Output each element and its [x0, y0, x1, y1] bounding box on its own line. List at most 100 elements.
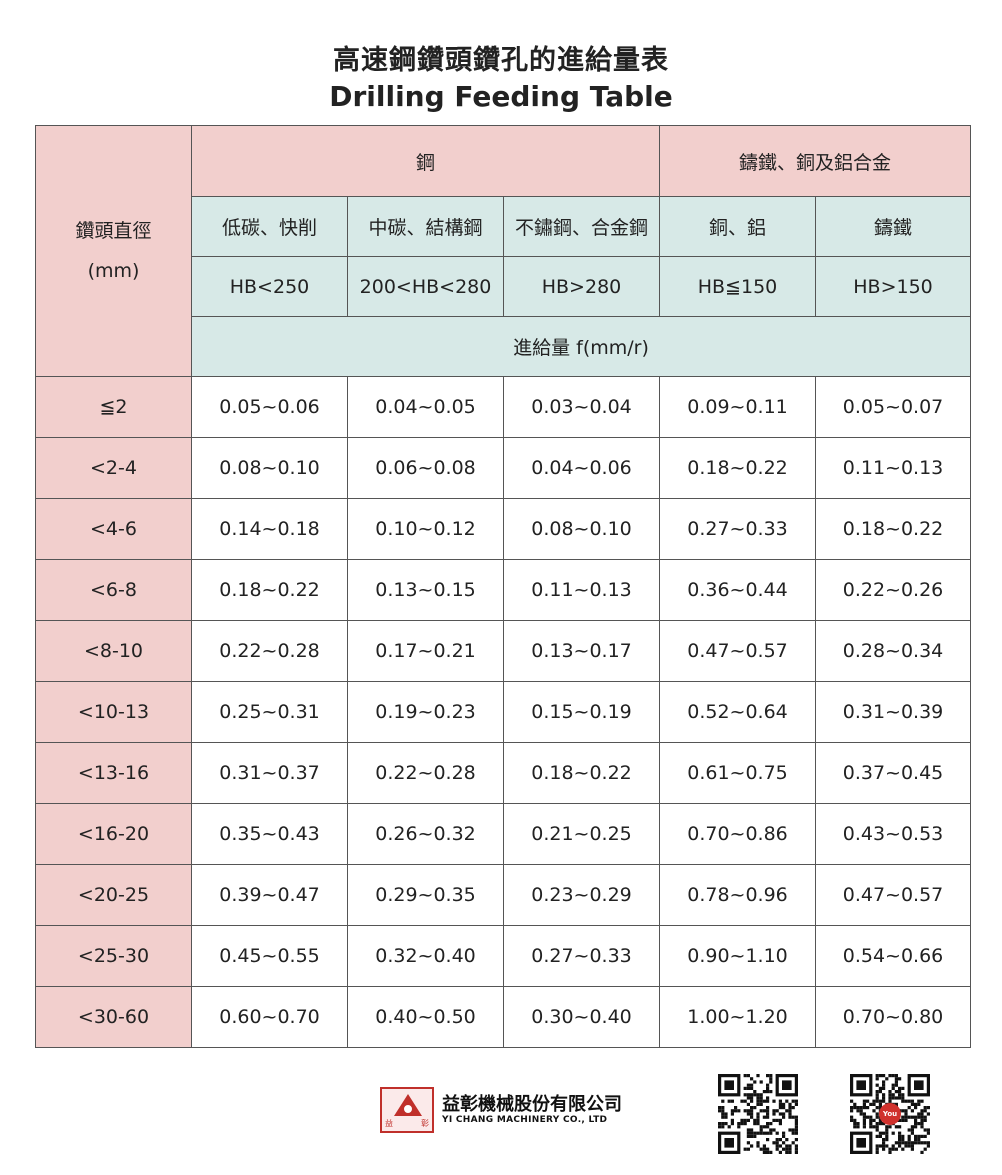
- logo-char-left: 益: [385, 1119, 393, 1128]
- feed-value-cell: 0.04~0.05: [347, 376, 504, 438]
- diameter-cell: <4-6: [35, 498, 192, 560]
- material-header: 銅、鋁: [659, 196, 816, 257]
- feed-value-cell: 0.23~0.29: [503, 864, 660, 926]
- diameter-cell: ≦2: [35, 376, 192, 438]
- group-header-steel: 鋼: [191, 125, 660, 197]
- feed-value-cell: 0.05~0.06: [191, 376, 348, 438]
- feed-value-cell: 0.15~0.19: [503, 681, 660, 743]
- feed-value-cell: 0.25~0.31: [191, 681, 348, 743]
- feed-value-cell: 0.27~0.33: [659, 498, 816, 560]
- diameter-cell: <13-16: [35, 742, 192, 804]
- table-body: ≦2 0.05~0.06 0.04~0.05 0.03~0.04 0.09~0.11 0.…: [35, 376, 972, 1048]
- feed-value-cell: 0.61~0.75: [659, 742, 816, 804]
- feed-value-cell: 0.22~0.28: [191, 620, 348, 682]
- feed-value-cell: 0.14~0.18: [191, 498, 348, 560]
- feed-value-cell: 0.19~0.23: [347, 681, 504, 743]
- table-row: <6-8 0.18~0.22 0.13~0.15 0.11~0.13 0.36~0.44…: [35, 559, 972, 621]
- feed-value-cell: 0.39~0.47: [191, 864, 348, 926]
- feed-value-cell: 0.18~0.22: [503, 742, 660, 804]
- material-header: 中碳、結構鋼: [347, 196, 504, 257]
- page-title-cn: 高速鋼鑽頭鑽孔的進給量表: [333, 45, 669, 76]
- logo-char-right: 彰: [421, 1119, 429, 1128]
- youtube-qr-icon[interactable]: You: [850, 1074, 930, 1154]
- feed-value-cell: 0.04~0.06: [503, 437, 660, 499]
- feed-value-cell: 0.52~0.64: [659, 681, 816, 743]
- table-row: <4-6 0.14~0.18 0.10~0.12 0.08~0.10 0.27~0.33…: [35, 498, 972, 560]
- table-row: <16-20 0.35~0.43 0.26~0.32 0.21~0.25 0.70~0.…: [35, 803, 972, 865]
- feed-value-cell: 0.43~0.53: [814, 803, 972, 865]
- feed-value-cell: 0.60~0.70: [191, 986, 348, 1048]
- feed-value-cell: 0.18~0.22: [814, 498, 972, 560]
- feed-value-cell: 0.45~0.55: [191, 925, 348, 987]
- feed-value-cell: 0.40~0.50: [347, 986, 504, 1048]
- feed-value-cell: 0.30~0.40: [503, 986, 660, 1048]
- table-row: <30-60 0.60~0.70 0.40~0.50 0.30~0.40 1.00~1.…: [35, 986, 972, 1048]
- diameter-cell: <8-10: [35, 620, 192, 682]
- material-header: 鑄鐵: [814, 196, 972, 257]
- diameter-cell: <30-60: [35, 986, 192, 1048]
- hardness-header: HB>150: [814, 256, 972, 317]
- feeding-table: 鑽頭直徑 (mm) 鋼 鑄鐵、銅及鋁合金 低碳、快削 中碳、結構鋼 不鏽鋼、合金…: [35, 125, 972, 1048]
- feed-value-cell: 0.13~0.17: [503, 620, 660, 682]
- group-header-cast-iron: 鑄鐵、銅及鋁合金: [658, 125, 972, 197]
- table-row: <10-13 0.25~0.31 0.19~0.23 0.15~0.19 0.52~0.…: [35, 681, 972, 743]
- feed-value-cell: 0.27~0.33: [503, 925, 660, 987]
- feed-value-cell: 0.31~0.39: [814, 681, 972, 743]
- feed-value-cell: 0.31~0.37: [191, 742, 348, 804]
- feed-value-cell: 0.18~0.22: [191, 559, 348, 621]
- feed-value-cell: 0.08~0.10: [191, 437, 348, 499]
- company-name-cn: 益彰機械股份有限公司: [442, 1094, 622, 1115]
- table-row: <13-16 0.31~0.37 0.22~0.28 0.18~0.22 0.61~0.…: [35, 742, 972, 804]
- feed-value-cell: 0.10~0.12: [347, 498, 504, 560]
- feed-value-cell: 0.13~0.15: [347, 559, 504, 621]
- feed-value-cell: 0.03~0.04: [503, 376, 660, 438]
- feed-value-cell: 0.21~0.25: [503, 803, 660, 865]
- hardness-header: HB>280: [503, 256, 660, 317]
- hardness-header: 200<HB<280: [347, 256, 504, 317]
- hardness-header: HB≦150: [659, 256, 816, 317]
- feed-value-cell: 0.09~0.11: [659, 376, 816, 438]
- table-row: ≦2 0.05~0.06 0.04~0.05 0.03~0.04 0.09~0.11 0.…: [35, 376, 972, 438]
- feed-value-cell: 0.78~0.96: [659, 864, 816, 926]
- feed-value-cell: 0.36~0.44: [659, 559, 816, 621]
- material-header: 不鏽鋼、合金鋼: [503, 196, 660, 257]
- table-row: <8-10 0.22~0.28 0.17~0.21 0.13~0.17 0.47~0.5…: [35, 620, 972, 682]
- diameter-label: 鑽頭直徑: [75, 220, 152, 242]
- company-logo-icon: 益 彰: [380, 1087, 434, 1133]
- feed-value-cell: 0.70~0.80: [814, 986, 972, 1048]
- feed-value-cell: 0.47~0.57: [659, 620, 816, 682]
- feed-value-cell: 0.11~0.13: [814, 437, 972, 499]
- feed-value-cell: 0.08~0.10: [503, 498, 660, 560]
- feed-value-cell: 0.28~0.34: [814, 620, 972, 682]
- diameter-cell: <16-20: [35, 803, 192, 865]
- feed-value-cell: 0.22~0.26: [814, 559, 972, 621]
- diameter-cell: <10-13: [35, 681, 192, 743]
- page-title-en: Drilling Feeding Table: [329, 80, 673, 113]
- company-name-en: YI CHANG MACHINERY CO., LTD: [442, 1115, 608, 1125]
- feed-value-cell: 0.05~0.07: [814, 376, 972, 438]
- feed-value-cell: 0.90~1.10: [659, 925, 816, 987]
- feed-value-cell: 0.26~0.32: [347, 803, 504, 865]
- hardness-header: HB<250: [191, 256, 348, 317]
- material-header: 低碳、快削: [191, 196, 348, 257]
- diameter-header: 鑽頭直徑 (mm): [35, 125, 192, 377]
- diameter-cell: <25-30: [35, 925, 192, 987]
- feed-value-cell: 0.17~0.21: [347, 620, 504, 682]
- feed-value-cell: 0.70~0.86: [659, 803, 816, 865]
- diameter-cell: <6-8: [35, 559, 192, 621]
- feed-value-cell: 0.37~0.45: [814, 742, 972, 804]
- feed-value-cell: 0.06~0.08: [347, 437, 504, 499]
- youtube-icon: You: [879, 1103, 901, 1125]
- feed-value-cell: 0.29~0.35: [347, 864, 504, 926]
- feed-value-cell: 0.32~0.40: [347, 925, 504, 987]
- feed-value-cell: 0.22~0.28: [347, 742, 504, 804]
- feed-rate-header: 進給量 f(mm/r): [190, 316, 972, 377]
- table-row: <20-25 0.39~0.47 0.29~0.35 0.23~0.29 0.78~0.…: [35, 864, 972, 926]
- feed-value-cell: 0.35~0.43: [191, 803, 348, 865]
- diameter-unit: (mm): [87, 260, 140, 282]
- feed-value-cell: 1.00~1.20: [659, 986, 816, 1048]
- website-qr-icon[interactable]: [718, 1074, 798, 1154]
- diameter-cell: <20-25: [35, 864, 192, 926]
- feed-value-cell: 0.47~0.57: [814, 864, 972, 926]
- diameter-cell: <2-4: [35, 437, 192, 499]
